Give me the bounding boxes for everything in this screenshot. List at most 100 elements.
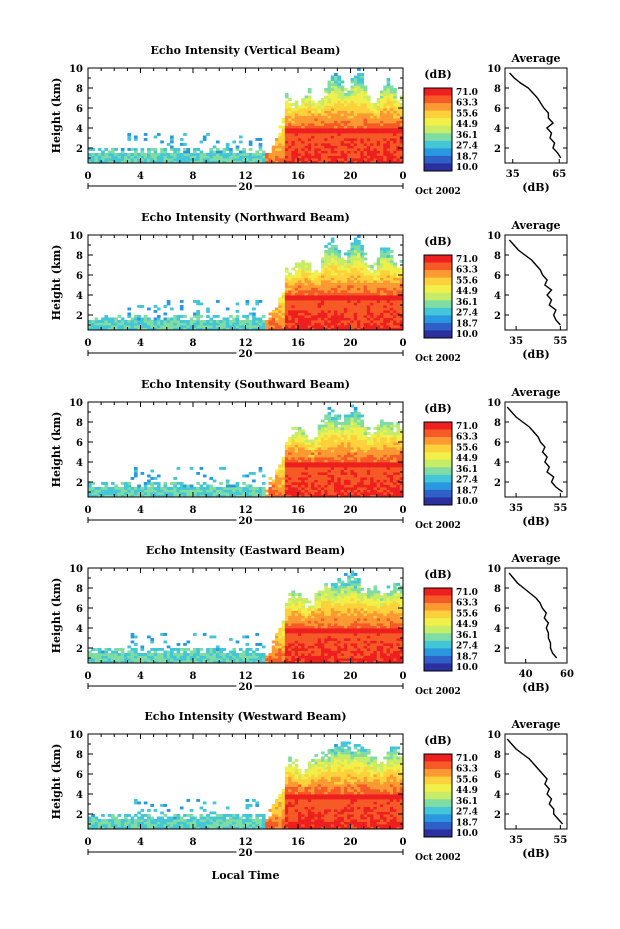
heatmap-cell xyxy=(140,317,145,321)
heatmap-cell xyxy=(399,95,404,99)
heatmap-cell xyxy=(271,492,276,495)
heatmap-cell xyxy=(340,452,345,455)
heatmap-cell xyxy=(383,113,387,116)
heatmap-cell xyxy=(268,489,273,493)
heatmap-cell xyxy=(376,312,381,316)
heatmap-cell xyxy=(114,158,118,161)
heatmap-cell xyxy=(357,424,361,428)
heatmap-cell xyxy=(298,474,302,478)
heatmap-cell xyxy=(380,482,384,485)
heatmap-cell xyxy=(317,320,322,323)
heatmap-cell xyxy=(320,454,325,458)
heatmap-cell xyxy=(386,110,391,114)
heatmap-cell xyxy=(163,327,168,331)
heatmap-cell xyxy=(380,103,384,106)
heatmap-cell xyxy=(291,479,296,483)
heatmap-cell xyxy=(347,472,351,475)
heatmap-cell xyxy=(222,322,227,326)
heatmap-cell xyxy=(389,100,394,104)
heatmap-cell xyxy=(380,155,384,159)
heatmap-cell xyxy=(366,153,371,156)
heatmap-cell xyxy=(304,492,309,495)
heatmap-cell xyxy=(324,464,328,468)
day-label: 20 xyxy=(239,349,253,360)
heatmap-cell xyxy=(366,325,371,328)
heatmap-cell xyxy=(101,487,105,490)
heatmap-cell xyxy=(337,140,342,144)
heatmap-cell xyxy=(337,115,342,119)
heatmap-cell xyxy=(206,307,210,311)
heatmap-cell xyxy=(370,467,374,470)
heatmap-cell xyxy=(91,158,95,161)
heatmap-cell xyxy=(383,307,387,311)
heatmap-cell xyxy=(170,317,174,321)
heatmap-cell xyxy=(380,484,384,488)
heatmap-cell xyxy=(340,429,345,433)
heatmap-cell xyxy=(347,250,351,253)
heatmap-cell xyxy=(294,300,299,303)
heatmap-cell xyxy=(317,120,322,124)
heatmap-cell xyxy=(383,153,387,156)
heatmap-cell xyxy=(334,322,338,326)
heatmap-cell xyxy=(301,150,305,154)
heatmap-cell xyxy=(396,437,401,440)
heatmap-cell xyxy=(301,442,305,445)
heatmap-cell xyxy=(353,325,358,328)
heatmap-cell xyxy=(288,327,292,331)
heatmap-cell xyxy=(337,95,342,99)
heatmap-cell xyxy=(357,90,361,94)
heatmap-cell xyxy=(366,265,371,268)
heatmap-cell xyxy=(255,487,260,490)
heatmap-cell xyxy=(350,80,355,84)
heatmap-cell xyxy=(281,305,286,308)
heatmap-cell xyxy=(301,444,305,448)
heatmap-cell xyxy=(393,442,397,445)
heatmap-cell xyxy=(373,464,378,468)
heatmap-cell xyxy=(380,327,384,331)
heatmap-cell xyxy=(366,120,371,124)
heatmap-cell xyxy=(271,312,276,316)
heatmap-cell xyxy=(389,325,394,328)
heatmap-cell xyxy=(150,492,155,495)
y-tick-label: 2 xyxy=(76,311,83,322)
heatmap-cell xyxy=(389,93,394,96)
heatmap-cell xyxy=(189,153,194,156)
heatmap-cell xyxy=(376,472,381,475)
heatmap-cell xyxy=(360,90,365,94)
heatmap-cell xyxy=(340,315,345,318)
heatmap-cell xyxy=(343,260,348,263)
heatmap-cell xyxy=(153,160,158,164)
heatmap-cell xyxy=(183,484,187,488)
heatmap-cell xyxy=(389,315,394,318)
heatmap-cell xyxy=(376,292,381,296)
heatmap-cell xyxy=(176,489,181,493)
heatmap-cell xyxy=(383,494,387,498)
heatmap-cell xyxy=(238,494,243,498)
heatmap-cell xyxy=(353,290,358,293)
heatmap-cell xyxy=(271,155,276,159)
heatmap-cell xyxy=(97,155,102,159)
heatmap-cell xyxy=(389,424,394,428)
heatmap-cell xyxy=(307,472,312,475)
heatmap-cell xyxy=(340,474,345,478)
heatmap-cell xyxy=(232,322,237,326)
heatmap-cell xyxy=(137,158,141,161)
heatmap-cell xyxy=(317,155,322,159)
heatmap-cell xyxy=(383,432,387,435)
heatmap-cell xyxy=(294,464,299,468)
heatmap-cell xyxy=(248,484,253,488)
heatmap-cell xyxy=(320,459,325,463)
heatmap-cell xyxy=(202,327,207,331)
heatmap-cell xyxy=(101,153,105,156)
heatmap-cell xyxy=(284,312,289,316)
heatmap-cell xyxy=(347,255,351,258)
heatmap-cell xyxy=(143,160,148,164)
heatmap-cell xyxy=(334,98,338,101)
heatmap-cell xyxy=(202,320,207,323)
heatmap-cell xyxy=(380,422,384,425)
heatmap-cell xyxy=(396,444,401,448)
heatmap-cell xyxy=(219,494,223,498)
heatmap-cell xyxy=(294,315,299,318)
heatmap-cell xyxy=(199,140,204,144)
heatmap-cell xyxy=(88,155,92,159)
